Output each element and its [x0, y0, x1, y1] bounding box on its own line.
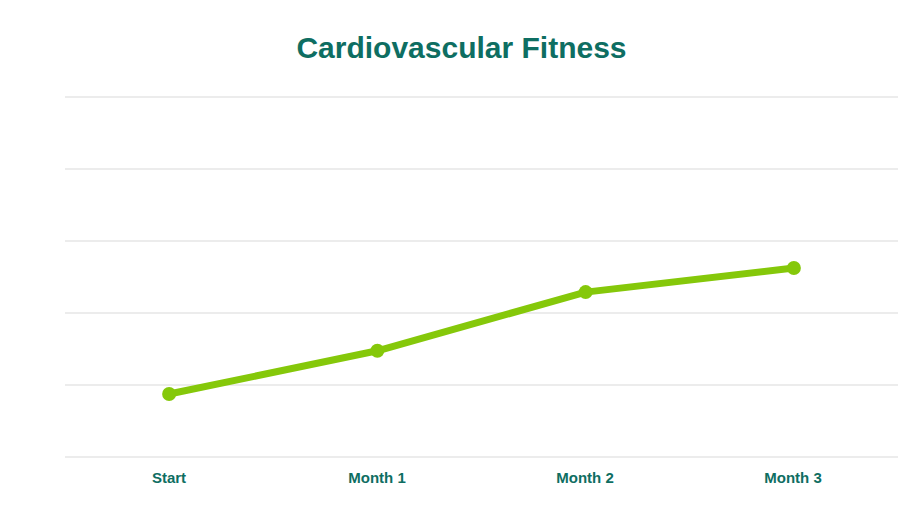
- x-axis-label-month-3: Month 3: [764, 469, 822, 486]
- slide-canvas: { "chart_data": { "type": "line", "title…: [0, 0, 923, 515]
- data-point: [162, 387, 176, 401]
- data-point: [579, 285, 593, 299]
- x-axis-label-month-1: Month 1: [348, 469, 406, 486]
- x-axis-label-start: Start: [152, 469, 186, 486]
- line-chart-canvas: [0, 0, 923, 515]
- data-point: [787, 261, 801, 275]
- x-axis-label-month-2: Month 2: [556, 469, 614, 486]
- data-point: [370, 344, 384, 358]
- series-line: [169, 268, 794, 394]
